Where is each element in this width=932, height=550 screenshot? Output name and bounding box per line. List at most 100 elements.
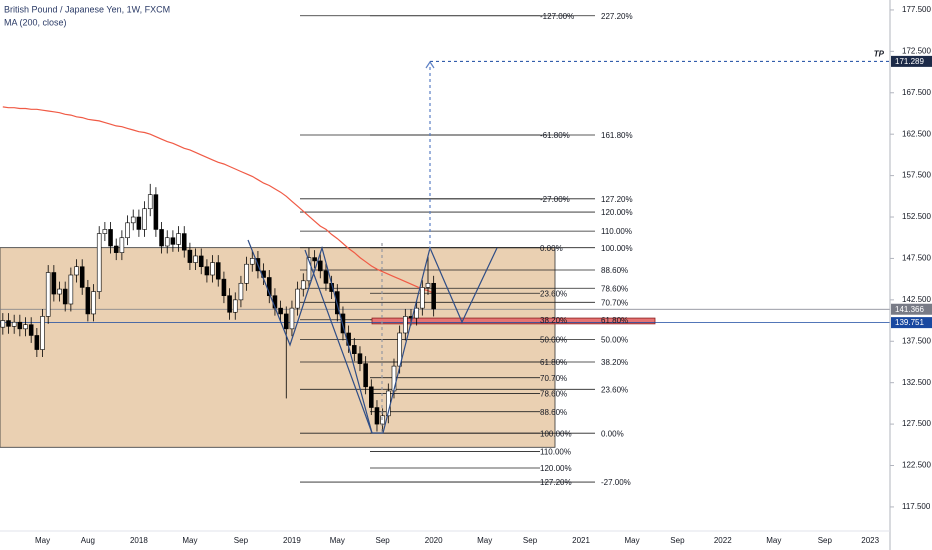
x-tick-label: May <box>625 536 640 545</box>
fib-label: 110.00% <box>601 227 632 236</box>
candle-body <box>204 266 210 276</box>
candle-body <box>425 282 431 288</box>
background-layer <box>0 15 890 483</box>
y-tick-label: 147.500 <box>902 254 931 263</box>
y-tick-label: 162.500 <box>902 129 931 138</box>
fib-label: -27.00% <box>540 195 570 204</box>
candle-body <box>17 321 23 330</box>
candle-body <box>91 291 96 315</box>
candle-body <box>391 365 397 392</box>
y-tick-label: 132.500 <box>902 378 931 387</box>
candle-body <box>159 229 164 247</box>
price-tag-label: 141.366 <box>895 305 924 314</box>
candle-body <box>374 407 380 425</box>
fib-label: -27.00% <box>601 478 631 487</box>
x-tick-label: Sep <box>376 536 391 545</box>
candle-body <box>198 255 204 268</box>
x-tick-label: May <box>477 536 492 545</box>
fib-label: 120.00% <box>540 464 572 473</box>
candle-body <box>45 272 51 317</box>
fib-label: 161.80% <box>601 131 633 140</box>
x-tick-label: 2021 <box>572 536 590 545</box>
fib-label: 50.00% <box>601 336 628 345</box>
candle-body <box>170 237 176 245</box>
zone <box>371 317 656 325</box>
candle-body <box>210 262 215 276</box>
candle-body <box>289 307 295 330</box>
fib-label: 78.60% <box>540 390 567 399</box>
indicator-legend: MA (200, close) <box>4 17 67 27</box>
candle-body <box>130 216 136 224</box>
fib-label: 0.00% <box>540 244 563 253</box>
candle-body <box>181 233 187 251</box>
fib-label: 23.60% <box>601 385 628 394</box>
candle-body <box>306 257 312 282</box>
candle-body <box>62 288 68 305</box>
candle-body <box>57 288 62 295</box>
y-tick-label: 172.500 <box>902 46 931 55</box>
candle-body <box>238 282 244 301</box>
pattern-line <box>304 249 373 434</box>
x-tick-label: Aug <box>81 536 95 545</box>
price-tag <box>891 317 932 329</box>
x-tick-label: Sep <box>818 536 833 545</box>
y-tick-label: 152.500 <box>902 212 931 221</box>
x-tick-label: Sep <box>523 536 538 545</box>
candle-body <box>96 233 102 292</box>
fib-label: 227.20% <box>601 12 633 21</box>
fib-label: 88.60% <box>540 408 567 417</box>
fib-label: 88.60% <box>601 266 628 275</box>
y-tick-label: 157.500 <box>902 171 931 180</box>
chart-title: British Pound / Japanese Yen, 1W, FXCM <box>4 4 170 14</box>
candle-body <box>136 216 142 230</box>
candle-body <box>357 353 363 364</box>
y-tick-label: 127.500 <box>902 419 931 428</box>
candle-body <box>79 266 85 288</box>
x-tick-label: May <box>182 536 197 545</box>
pattern-line <box>247 239 498 434</box>
candle-body <box>102 229 108 234</box>
fib-label: 70.70% <box>601 298 628 307</box>
candle-body <box>40 316 45 350</box>
candle-body <box>300 280 306 290</box>
fib-label: 38.20% <box>601 358 628 367</box>
fib-label: 38.20% <box>540 316 567 325</box>
x-tick-label: Sep <box>234 536 249 545</box>
fib-label: 61.80% <box>540 358 567 367</box>
x-tick-label: 2020 <box>425 536 443 545</box>
fib-label: 78.60% <box>601 284 628 293</box>
target-label: TP <box>874 49 885 58</box>
candle-body <box>369 386 374 408</box>
candle-body <box>164 237 170 247</box>
candle-body <box>125 222 130 239</box>
fib-label: 127.20% <box>601 195 633 204</box>
candle-body <box>232 299 238 313</box>
fib-label: 50.00% <box>540 336 567 345</box>
candle-body <box>403 316 408 334</box>
candle-body <box>11 321 17 327</box>
fib-label: 70.70% <box>540 374 567 383</box>
candle-body <box>6 320 11 327</box>
candle-body <box>323 270 329 284</box>
candle-body <box>147 194 153 210</box>
candle-body <box>74 266 79 276</box>
price-tag-label: 171.289 <box>895 57 924 66</box>
candle-body <box>68 274 74 305</box>
x-tick-label: 2023 <box>861 536 879 545</box>
pattern <box>247 60 498 434</box>
candle-body <box>431 282 436 310</box>
price-tag <box>891 303 932 315</box>
candle-body <box>0 320 6 328</box>
candle-body <box>108 229 113 247</box>
candle-body <box>215 262 221 280</box>
candle-body <box>176 233 181 245</box>
candle-body <box>142 208 147 230</box>
x-tick-label: 2022 <box>714 536 732 545</box>
x-tick-label: Sep <box>670 536 685 545</box>
fib-label: 23.60% <box>540 289 567 298</box>
candle-body <box>420 287 425 309</box>
x-tick-label: 2018 <box>130 536 148 545</box>
candle-body <box>380 415 385 425</box>
candle-body <box>352 345 357 354</box>
